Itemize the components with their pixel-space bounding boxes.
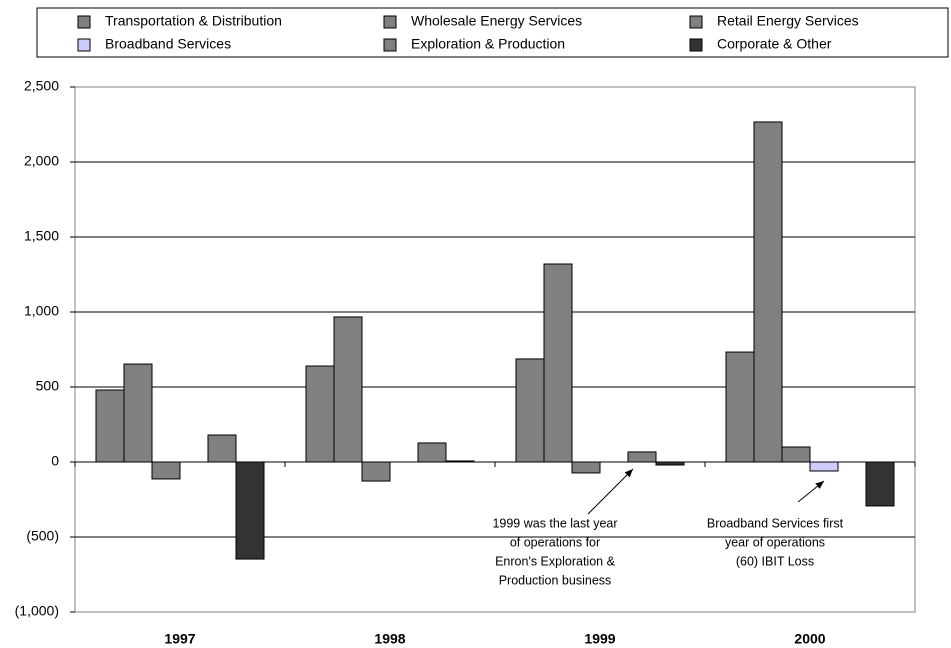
bar xyxy=(753,121,783,463)
bar xyxy=(207,434,237,463)
bar xyxy=(781,446,811,463)
bar xyxy=(95,389,125,463)
y-tick-label: (500) xyxy=(26,528,59,544)
annotation: Enron's Exploration & xyxy=(495,554,615,568)
bar xyxy=(235,461,265,560)
annotation: of operations for xyxy=(510,535,600,549)
bar xyxy=(151,461,181,480)
x-tick-label: 1998 xyxy=(374,631,405,647)
legend-swatch xyxy=(77,15,91,29)
legend-swatch xyxy=(383,38,397,52)
y-tick-label: 2,500 xyxy=(24,78,59,94)
x-tick-label: 1997 xyxy=(164,631,195,647)
plot-area xyxy=(74,86,916,613)
bar xyxy=(627,451,657,463)
legend-label: Exploration & Production xyxy=(411,36,565,52)
bar xyxy=(725,351,755,463)
annotation: Production business xyxy=(499,573,612,587)
legend-swatch xyxy=(383,15,397,29)
legend-swatch xyxy=(689,38,703,52)
bar xyxy=(571,461,601,474)
bar xyxy=(543,263,573,463)
annotation: year of operations xyxy=(725,535,825,549)
arrow-head xyxy=(624,469,633,478)
bar xyxy=(809,461,839,472)
y-tick-label: 0 xyxy=(51,453,59,469)
y-tick-label: 1,000 xyxy=(24,303,59,319)
y-tick-label: 2,000 xyxy=(24,153,59,169)
bar xyxy=(865,461,895,507)
y-tick-label: 1,500 xyxy=(24,228,59,244)
legend-label: Wholesale Energy Services xyxy=(411,13,582,29)
arrow-head xyxy=(815,481,824,489)
bar xyxy=(123,363,153,463)
legend-swatch xyxy=(77,38,91,52)
bar xyxy=(333,316,363,463)
annotation: 1999 was the last year xyxy=(492,516,617,530)
legend-label: Corporate & Other xyxy=(717,36,832,52)
bar xyxy=(515,358,545,463)
legend-label: Transportation & Distribution xyxy=(105,13,282,29)
bar xyxy=(361,461,391,482)
x-tick-label: 1999 xyxy=(584,631,615,647)
bar xyxy=(417,442,447,463)
legend-label: Retail Energy Services xyxy=(717,13,859,29)
bar xyxy=(305,365,335,463)
annotation: Broadband Services first xyxy=(707,516,844,530)
y-tick-label: (1,000) xyxy=(15,603,59,619)
annotation-arrow xyxy=(587,468,634,515)
annotation: (60) IBIT Loss xyxy=(736,554,814,568)
legend-box xyxy=(36,7,949,58)
legend-swatch xyxy=(689,15,703,29)
y-tick-label: 500 xyxy=(36,378,60,394)
x-tick-label: 2000 xyxy=(794,631,825,647)
legend-label: Broadband Services xyxy=(105,36,231,52)
